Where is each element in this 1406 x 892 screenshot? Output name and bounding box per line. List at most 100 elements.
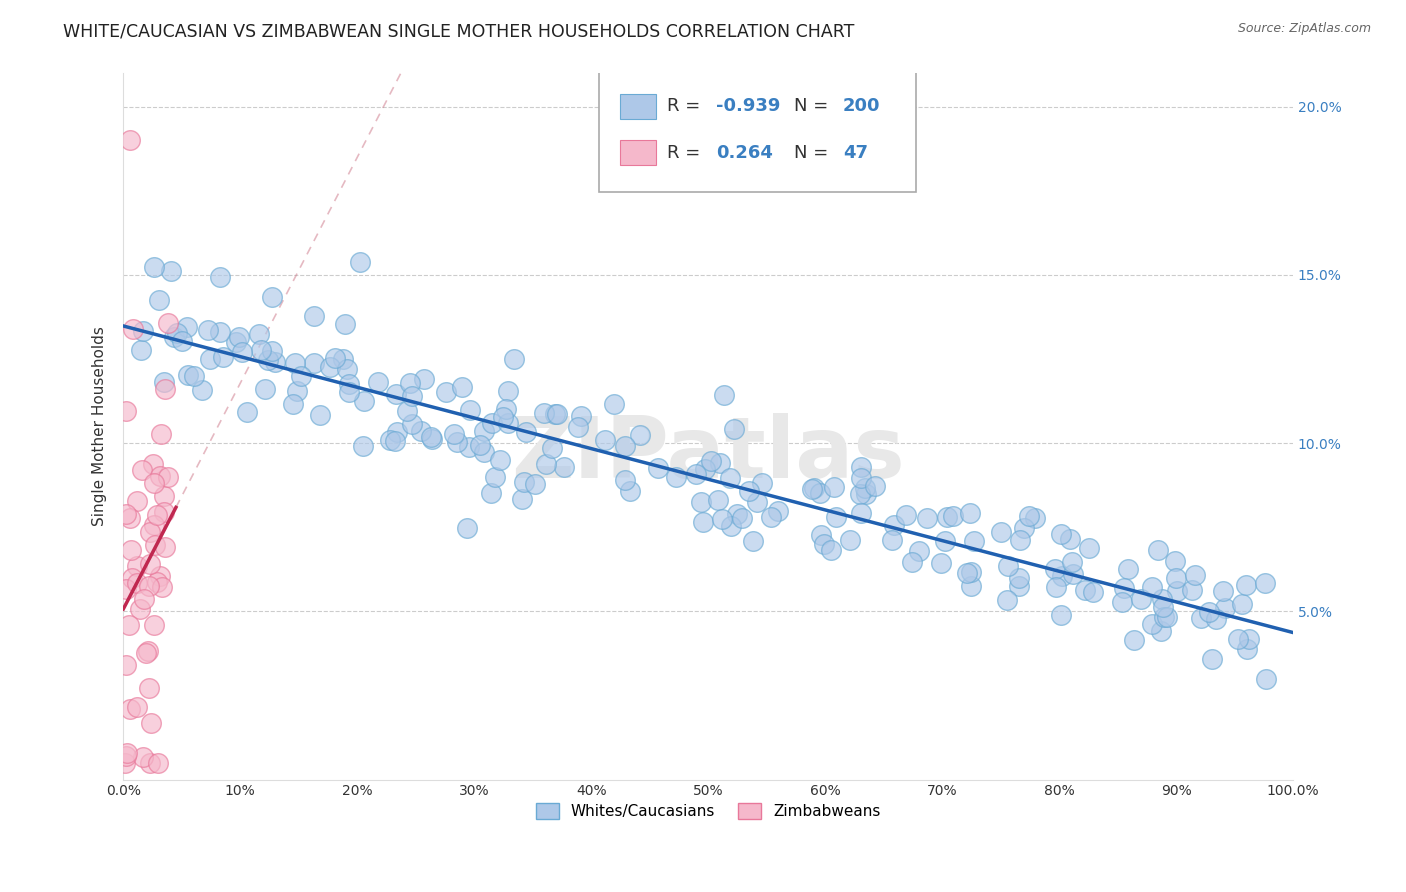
Point	[139, 557, 162, 571]
Text: R =: R =	[668, 97, 700, 115]
Point	[143, 260, 166, 275]
Point	[323, 351, 346, 365]
Point	[1012, 521, 1035, 535]
Point	[533, 406, 555, 420]
Point	[1008, 571, 1031, 585]
Point	[959, 506, 981, 520]
Point	[114, 756, 136, 770]
Point	[515, 425, 537, 439]
Point	[853, 481, 876, 495]
Point	[810, 486, 832, 500]
Point	[1147, 543, 1170, 558]
Text: -0.939: -0.939	[717, 97, 780, 115]
Point	[384, 434, 406, 448]
Point	[153, 505, 176, 519]
Point	[149, 469, 172, 483]
Point	[132, 750, 155, 764]
Point	[1166, 571, 1188, 585]
Text: 0.264: 0.264	[717, 144, 773, 161]
Point	[228, 329, 250, 343]
Point	[398, 376, 420, 391]
Point	[254, 382, 277, 396]
Point	[138, 681, 160, 696]
Point	[825, 510, 848, 524]
Point	[929, 556, 952, 570]
Point	[1111, 595, 1133, 609]
Point	[401, 417, 423, 432]
Point	[1181, 583, 1204, 598]
Point	[129, 602, 152, 616]
Point	[761, 509, 783, 524]
Point	[1212, 584, 1234, 599]
Point	[510, 491, 533, 506]
Point	[707, 493, 730, 508]
Point	[458, 403, 481, 417]
Point	[602, 397, 624, 411]
Point	[352, 439, 374, 453]
Point	[553, 459, 575, 474]
Legend: Whites/Caucasians, Zimbabweans: Whites/Caucasians, Zimbabweans	[530, 797, 887, 825]
Point	[1129, 591, 1152, 606]
Point	[456, 520, 478, 534]
Point	[849, 507, 872, 521]
Point	[725, 507, 748, 521]
Point	[190, 383, 212, 397]
Point	[468, 438, 491, 452]
Point	[115, 404, 138, 418]
Point	[731, 511, 754, 525]
Point	[146, 756, 169, 770]
Point	[353, 393, 375, 408]
Point	[378, 433, 401, 447]
Point	[1116, 562, 1139, 576]
FancyBboxPatch shape	[620, 94, 655, 119]
Point	[335, 317, 357, 331]
Point	[628, 428, 651, 442]
Point	[264, 354, 287, 368]
Point	[1062, 567, 1084, 582]
Text: N =: N =	[793, 97, 828, 115]
Point	[849, 486, 872, 500]
Point	[115, 748, 138, 763]
Point	[401, 389, 423, 403]
Point	[150, 580, 173, 594]
Point	[198, 352, 221, 367]
Point	[1049, 527, 1071, 541]
Point	[1164, 553, 1187, 567]
Point	[1152, 600, 1174, 615]
Point	[855, 487, 877, 501]
Point	[160, 263, 183, 277]
Point	[197, 323, 219, 337]
Point	[1236, 578, 1258, 592]
Point	[742, 534, 765, 549]
Point	[472, 425, 495, 439]
Point	[127, 559, 149, 574]
Point	[120, 543, 142, 558]
Point	[115, 747, 138, 761]
Point	[212, 351, 235, 365]
Point	[118, 617, 141, 632]
Point	[751, 476, 773, 491]
Point	[1227, 632, 1250, 647]
Point	[512, 475, 534, 489]
Point	[262, 290, 284, 304]
Point	[481, 486, 503, 500]
Point	[157, 470, 180, 484]
Point	[851, 470, 873, 484]
Point	[118, 702, 141, 716]
Point	[1237, 632, 1260, 646]
Point	[131, 463, 153, 477]
Point	[942, 509, 965, 524]
Point	[450, 380, 472, 394]
Point	[803, 481, 825, 495]
Point	[692, 515, 714, 529]
Point	[1153, 610, 1175, 624]
Point	[1254, 576, 1277, 591]
Point	[768, 504, 790, 518]
Point	[496, 384, 519, 399]
Point	[138, 525, 160, 540]
Point	[995, 592, 1018, 607]
Point	[690, 494, 713, 508]
Point	[1256, 672, 1278, 686]
Point	[1078, 541, 1101, 556]
Point	[935, 510, 957, 524]
